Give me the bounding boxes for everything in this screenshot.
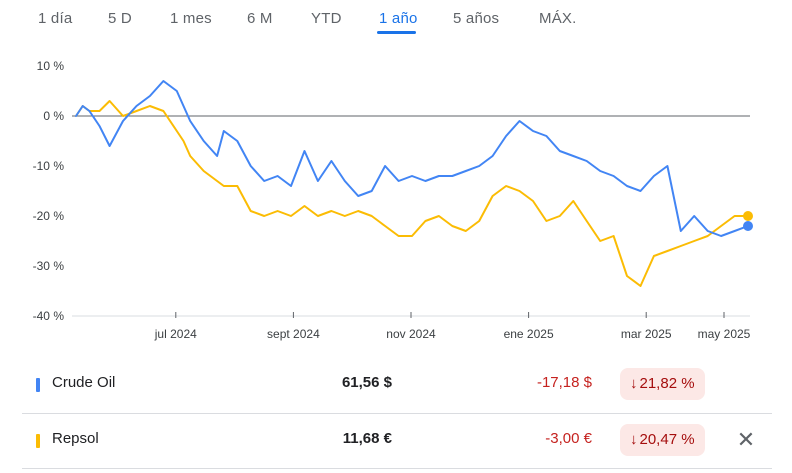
percent-change-value: 21,82 % <box>639 375 695 392</box>
series-price: 61,56 $ <box>341 374 392 391</box>
y-tick-label: -40 % <box>33 309 65 323</box>
tab-ytd[interactable]: YTD <box>311 10 342 27</box>
x-tick-label: nov 2024 <box>386 327 436 341</box>
arrow-down-icon: ↓ <box>630 431 638 448</box>
y-axis: 10 % 0 % -10 % -20 % -30 % -40 % <box>33 59 750 323</box>
legend-row-repsol[interactable]: Repsol 11,68 € -3,00 € ↓ 20,47 % ✕ <box>22 414 772 468</box>
range-tabs: 1 día 5 D 1 mes 6 M YTD 1 año 5 años MÁX… <box>0 0 792 40</box>
tab-5-anos[interactable]: 5 años <box>453 10 500 27</box>
y-tick-label: -20 % <box>33 209 65 223</box>
arrow-down-icon: ↓ <box>630 375 638 392</box>
x-tick-label: jul 2024 <box>154 327 197 341</box>
series-name: Crude Oil <box>52 374 116 391</box>
percent-change-badge: ↓ 21,82 % <box>620 368 705 400</box>
price-comparison-chart: 10 % 0 % -10 % -20 % -30 % -40 % jul 2024 sept… <box>33 59 753 341</box>
x-axis: jul 2024 sept 2024 nov 2024 ene 2025 mar 202… <box>72 312 751 341</box>
y-tick-label: -30 % <box>33 259 65 273</box>
tab-5-d[interactable]: 5 D <box>108 10 132 27</box>
tab-1-dia[interactable]: 1 día <box>38 10 73 27</box>
series-change: -3,00 € <box>545 430 592 447</box>
y-tick-label: -10 % <box>33 159 65 173</box>
x-tick-label: sept 2024 <box>267 327 320 341</box>
tab-max[interactable]: MÁX. <box>539 10 577 27</box>
x-tick-label: mar 2025 <box>621 327 672 341</box>
series-endpoint-crude-oil <box>743 221 753 231</box>
tab-1-mes[interactable]: 1 mes <box>170 10 212 27</box>
y-tick-label: 0 % <box>43 109 64 123</box>
series-line-crude-oil <box>75 80 749 237</box>
x-tick-label: ene 2025 <box>504 327 554 341</box>
percent-change-badge: ↓ 20,47 % <box>620 424 705 456</box>
x-tick-label: may 2025 <box>698 327 751 341</box>
series-price: 11,68 € <box>342 430 392 447</box>
series-endpoint-repsol <box>743 211 753 221</box>
series-lines <box>75 80 753 287</box>
y-tick-label: 10 % <box>37 59 65 73</box>
series-change: -17,18 $ <box>536 374 592 391</box>
tab-1-ano[interactable]: 1 año <box>379 10 418 27</box>
series-swatch <box>36 378 40 392</box>
series-line-repsol <box>75 100 749 287</box>
series-swatch <box>36 434 40 448</box>
tab-6-m[interactable]: 6 M <box>247 10 273 27</box>
active-tab-indicator <box>377 31 416 34</box>
legend-row-crude-oil[interactable]: Crude Oil 61,56 $ -17,18 $ ↓ 21,82 % <box>22 358 772 412</box>
row-divider <box>22 413 772 414</box>
row-divider <box>22 468 772 469</box>
series-name: Repsol <box>52 430 99 447</box>
close-icon[interactable]: ✕ <box>736 427 756 452</box>
percent-change-value: 20,47 % <box>639 431 695 448</box>
